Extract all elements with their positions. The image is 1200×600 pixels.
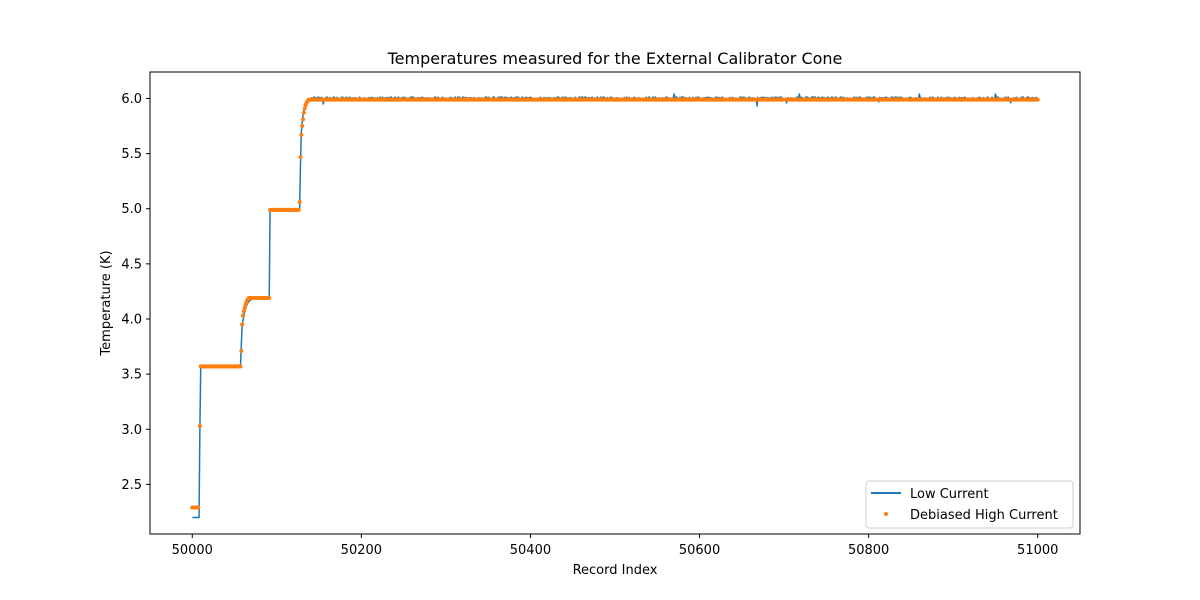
legend-low-current-label: Low Current (910, 487, 989, 502)
data-point (297, 200, 302, 205)
data-point (238, 364, 243, 369)
data-point (239, 348, 244, 353)
data-point (302, 106, 307, 111)
x-tick-label: 50800 (848, 543, 889, 558)
data-point (296, 207, 301, 212)
y-tick-label: 3.0 (121, 423, 142, 438)
data-point (301, 110, 306, 115)
data-point (197, 423, 202, 428)
plot-frame (149, 71, 1081, 535)
data-point (1035, 97, 1040, 102)
x-tick-label: 50200 (341, 543, 382, 558)
y-tick-label: 5.0 (121, 202, 142, 217)
legend-frame (865, 480, 1074, 529)
y-tick-label: 3.5 (121, 368, 142, 383)
y-tick-label: 5.5 (121, 147, 142, 162)
legend-debiased-high-current-swatch (884, 512, 888, 516)
y-tick-label: 6.0 (121, 92, 142, 107)
y-tick-label: 2.5 (121, 478, 142, 493)
y-tick-label: 4.5 (121, 257, 142, 272)
data-point (301, 117, 306, 122)
data-point (241, 309, 246, 314)
chart-title: Temperatures measured for the External C… (387, 49, 843, 68)
plot-area (190, 93, 1040, 519)
data-point (267, 296, 272, 301)
series-layer (190, 93, 1040, 519)
data-point (298, 154, 303, 159)
x-tick-label: 51000 (1017, 543, 1058, 558)
data-point (300, 124, 305, 129)
data-point (196, 505, 201, 510)
x-tick-label: 50400 (510, 543, 551, 558)
x-axis: 50000 50200 50400 50600 50800 51000 (172, 534, 1058, 558)
data-point (299, 132, 304, 137)
x-axis-title: Record Index (573, 563, 658, 578)
series-points-debiased-high-current (190, 97, 1040, 510)
y-axis-title: Temperature (K) (99, 250, 114, 356)
x-tick-label: 50600 (679, 543, 720, 558)
x-tick-label: 50000 (172, 543, 213, 558)
y-tick-label: 4.0 (121, 312, 142, 327)
data-point (241, 313, 245, 318)
legend-debiased-high-current-label: Debiased High Current (910, 508, 1058, 523)
legend: Low Current Debiased High Current (865, 480, 1074, 529)
data-point (242, 305, 247, 310)
y-axis: 2.5 3.0 3.5 4.0 4.5 5.0 5.5 6.0 (121, 92, 150, 493)
data-point (240, 322, 245, 327)
